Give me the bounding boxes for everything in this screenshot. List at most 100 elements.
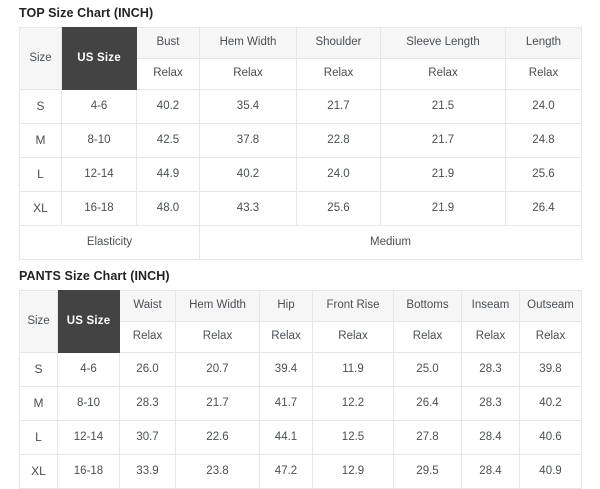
column-header-size: Size [19, 290, 58, 353]
column-header-hip: Hip [259, 290, 313, 322]
cell-measurement: 22.6 [175, 420, 260, 455]
cell-measurement: 21.7 [380, 123, 506, 158]
cell-measurement: 47.2 [259, 454, 313, 489]
column-fit-outseam: Relax [519, 321, 582, 353]
column-fit-length: Relax [505, 58, 582, 90]
cell-measurement: 26.4 [505, 191, 582, 226]
cell-measurement: 22.8 [296, 123, 381, 158]
cell-measurement: 40.6 [519, 420, 582, 455]
cell-measurement: 27.8 [393, 420, 462, 455]
column-header-us-size: US Size [57, 290, 120, 353]
cell-us-size: 4-6 [57, 352, 120, 387]
cell-measurement: 44.9 [136, 157, 200, 192]
column-header-hem-width: Hem Width [199, 27, 297, 59]
cell-measurement: 42.5 [136, 123, 200, 158]
cell-us-size: 4-6 [61, 89, 137, 124]
cell-measurement: 23.8 [175, 454, 260, 489]
cell-measurement: 28.3 [461, 352, 520, 387]
cell-measurement: 28.3 [461, 386, 520, 421]
table-row: S 4-6 26.0 20.7 39.4 11.9 25.0 28.3 39.8 [19, 352, 582, 387]
column-fit-sleeve-length: Relax [380, 58, 506, 90]
column-fit-shoulder: Relax [296, 58, 381, 90]
column-fit-hip: Relax [259, 321, 313, 353]
cell-measurement: 12.5 [312, 420, 394, 455]
cell-measurement: 39.8 [519, 352, 582, 387]
cell-measurement: 25.6 [505, 157, 582, 192]
elasticity-label: Elasticity [19, 225, 200, 260]
cell-us-size: 8-10 [61, 123, 137, 158]
cell-size: M [19, 386, 58, 421]
cell-measurement: 11.9 [312, 352, 394, 387]
cell-measurement: 37.8 [199, 123, 297, 158]
column-header-bottoms: Bottoms [393, 290, 462, 322]
pants-size-chart-table: Size US Size Waist Hem Width Hip Front Rise Bo… [19, 290, 582, 489]
cell-us-size: 12-14 [61, 157, 137, 192]
cell-measurement: 21.9 [380, 157, 506, 192]
column-fit-inseam: Relax [461, 321, 520, 353]
cell-measurement: 26.4 [393, 386, 462, 421]
table-row: XL 16-18 33.9 23.8 47.2 12.9 29.5 28.4 40.9 [19, 454, 582, 489]
cell-measurement: 25.0 [393, 352, 462, 387]
cell-measurement: 29.5 [393, 454, 462, 489]
column-header-waist: Waist [119, 290, 176, 322]
column-header-outseam: Outseam [519, 290, 582, 322]
cell-measurement: 25.6 [296, 191, 381, 226]
table-row: XL 16-18 48.0 43.3 25.6 21.9 26.4 [19, 191, 582, 226]
cell-size: L [19, 157, 62, 192]
table-header-row-primary: Size US Size Bust Hem Width Shoulder Sleeve L… [19, 27, 582, 90]
table-header-row-primary: Size US Size Waist Hem Width Hip Front Rise Bo… [19, 290, 582, 353]
cell-measurement: 21.7 [175, 386, 260, 421]
cell-measurement: 28.4 [461, 454, 520, 489]
cell-measurement: 21.5 [380, 89, 506, 124]
cell-measurement: 40.2 [519, 386, 582, 421]
elasticity-value: Medium [199, 225, 582, 260]
table-row: M 8-10 42.5 37.8 22.8 21.7 24.8 [19, 123, 582, 158]
column-header-inseam: Inseam [461, 290, 520, 322]
column-fit-hem-width: Relax [175, 321, 260, 353]
cell-size: S [19, 89, 62, 124]
cell-measurement: 30.7 [119, 420, 176, 455]
column-header-sleeve-length: Sleeve Length [380, 27, 506, 59]
column-fit-bottoms: Relax [393, 321, 462, 353]
column-header-length: Length [505, 27, 582, 59]
table-footer-row: Elasticity Medium [19, 225, 582, 260]
cell-measurement: 28.4 [461, 420, 520, 455]
table-row: L 12-14 30.7 22.6 44.1 12.5 27.8 28.4 40.6 [19, 420, 582, 455]
cell-measurement: 24.0 [296, 157, 381, 192]
cell-us-size: 8-10 [57, 386, 120, 421]
cell-measurement: 21.9 [380, 191, 506, 226]
table-header-row-fit: Relax Relax Relax Relax Relax [20, 58, 582, 90]
cell-measurement: 39.4 [259, 352, 313, 387]
cell-measurement: 28.3 [119, 386, 176, 421]
table-header-row-fit: Relax Relax Relax Relax Relax Relax Relax [20, 321, 582, 353]
column-fit-front-rise: Relax [312, 321, 394, 353]
cell-measurement: 40.9 [519, 454, 582, 489]
cell-measurement: 40.2 [199, 157, 297, 192]
cell-size: M [19, 123, 62, 158]
cell-us-size: 16-18 [61, 191, 137, 226]
cell-measurement: 35.4 [199, 89, 297, 124]
cell-measurement: 33.9 [119, 454, 176, 489]
cell-measurement: 43.3 [199, 191, 297, 226]
cell-measurement: 48.0 [136, 191, 200, 226]
cell-size: S [19, 352, 58, 387]
column-fit-bust: Relax [136, 58, 200, 90]
cell-measurement: 44.1 [259, 420, 313, 455]
top-size-chart-table: Size US Size Bust Hem Width Shoulder Sleeve L… [19, 27, 582, 260]
cell-measurement: 40.2 [136, 89, 200, 124]
cell-us-size: 12-14 [57, 420, 120, 455]
column-fit-waist: Relax [119, 321, 176, 353]
cell-measurement: 26.0 [119, 352, 176, 387]
cell-measurement: 20.7 [175, 352, 260, 387]
column-header-us-size: US Size [61, 27, 137, 90]
cell-us-size: 16-18 [57, 454, 120, 489]
cell-measurement: 41.7 [259, 386, 313, 421]
table-row: L 12-14 44.9 40.2 24.0 21.9 25.6 [19, 157, 582, 192]
cell-measurement: 21.7 [296, 89, 381, 124]
top-size-chart-title: TOP Size Chart (INCH) [19, 6, 154, 20]
column-header-bust: Bust [136, 27, 200, 59]
table-row: M 8-10 28.3 21.7 41.7 12.2 26.4 28.3 40.2 [19, 386, 582, 421]
cell-size: XL [19, 454, 58, 489]
column-header-shoulder: Shoulder [296, 27, 381, 59]
cell-measurement: 12.2 [312, 386, 394, 421]
